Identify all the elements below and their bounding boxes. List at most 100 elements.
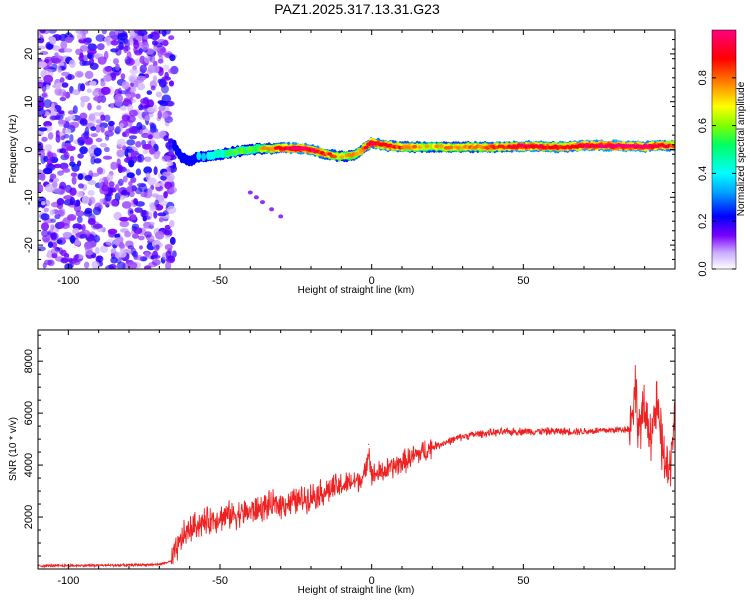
snr-x-tick-label: -50 — [212, 575, 228, 587]
noise-blob — [56, 239, 63, 245]
snr-x-tick-label: 0 — [369, 575, 375, 587]
spectrogram-y-tick-label: 10 — [23, 96, 35, 108]
noise-blob — [49, 209, 55, 216]
noise-blob — [65, 36, 73, 43]
noise-blob — [153, 60, 158, 68]
noise-blob — [119, 220, 130, 228]
noise-blob — [128, 135, 138, 140]
ridge-cell — [434, 144, 439, 149]
noise-blob — [117, 32, 128, 41]
noise-blob — [116, 261, 126, 269]
tail-point — [260, 200, 265, 205]
noise-blob — [54, 87, 62, 96]
snr-data-point — [98, 564, 100, 567]
noise-blob — [122, 175, 128, 183]
noise-blob — [146, 106, 156, 113]
snr-data-point — [310, 495, 312, 497]
noise-blob — [162, 171, 171, 177]
noise-blob — [169, 54, 176, 62]
noise-blob — [40, 213, 50, 221]
snr-data-point — [628, 428, 631, 430]
noise-blob — [144, 156, 152, 163]
snr-data-point — [219, 516, 221, 518]
noise-blob — [67, 214, 77, 221]
noise-blob — [100, 126, 105, 133]
noise-blob — [107, 124, 115, 132]
noise-blob — [157, 110, 162, 119]
noise-blob — [79, 112, 88, 120]
noise-blob — [77, 82, 82, 92]
noise-blob — [42, 235, 50, 243]
noise-blob — [101, 184, 110, 192]
noise-blob — [153, 210, 158, 219]
noise-blob — [129, 190, 135, 198]
noise-blob — [80, 100, 85, 108]
snr-data-point — [170, 560, 173, 562]
noise-blob — [117, 164, 123, 174]
noise-blob — [105, 264, 115, 269]
noise-blob — [87, 48, 97, 55]
noise-blob — [143, 215, 151, 220]
noise-blob — [51, 241, 58, 249]
noise-blob — [147, 177, 157, 186]
noise-blob — [59, 77, 65, 83]
noise-blob — [97, 56, 107, 65]
noise-blob — [87, 218, 96, 225]
noise-blob — [86, 88, 92, 93]
noise-blob — [40, 30, 46, 34]
noise-blob — [128, 109, 138, 117]
noise-blob — [148, 33, 153, 39]
noise-blob — [58, 119, 66, 125]
noise-blob — [51, 45, 61, 51]
noise-blob — [103, 114, 111, 123]
noise-blob — [96, 105, 102, 111]
noise-blob — [67, 73, 72, 81]
noise-blob — [100, 114, 106, 121]
noise-blob — [69, 234, 76, 243]
noise-blob — [79, 45, 89, 52]
noise-blob — [60, 40, 68, 50]
noise-blob — [81, 60, 92, 66]
ridge-cell — [232, 148, 238, 155]
tail-point — [278, 214, 284, 219]
noise-blob — [77, 153, 84, 159]
noise-blob — [72, 89, 81, 96]
noise-blob — [95, 137, 103, 143]
noise-blob — [41, 201, 46, 206]
snr-x-axis-label: Height of straight line (km) — [298, 585, 415, 596]
noise-blob — [169, 236, 176, 245]
noise-blob — [38, 127, 48, 132]
noise-blob — [92, 112, 102, 117]
noise-blob — [96, 167, 103, 175]
noise-blob — [56, 111, 65, 117]
snr-data-point — [638, 428, 640, 430]
noise-blob — [155, 150, 161, 156]
ridge-cell — [242, 148, 248, 155]
noise-blob — [100, 245, 109, 253]
noise-blob — [90, 156, 96, 165]
snr-data-point — [386, 469, 388, 471]
noise-blob — [158, 105, 166, 112]
noise-blob — [168, 35, 175, 41]
noise-blob — [76, 33, 85, 40]
noise-blob — [110, 48, 119, 53]
noise-blob — [75, 30, 86, 34]
snr-data-point — [128, 564, 130, 566]
noise-blob — [115, 125, 121, 135]
noise-blob — [163, 64, 170, 71]
noise-blob — [62, 91, 67, 97]
snr-data-point — [650, 430, 652, 432]
noise-blob — [119, 105, 127, 111]
noise-blob — [110, 199, 119, 207]
noise-blob — [38, 37, 45, 44]
noise-blob — [158, 217, 164, 223]
noise-blob — [152, 40, 158, 46]
noise-blob — [100, 80, 106, 87]
noise-blob — [59, 162, 69, 170]
noise-blob — [106, 173, 114, 182]
noise-blob — [103, 50, 109, 60]
noise-blob — [78, 183, 84, 189]
noise-blob — [64, 184, 72, 193]
ridge-cell — [363, 145, 369, 150]
